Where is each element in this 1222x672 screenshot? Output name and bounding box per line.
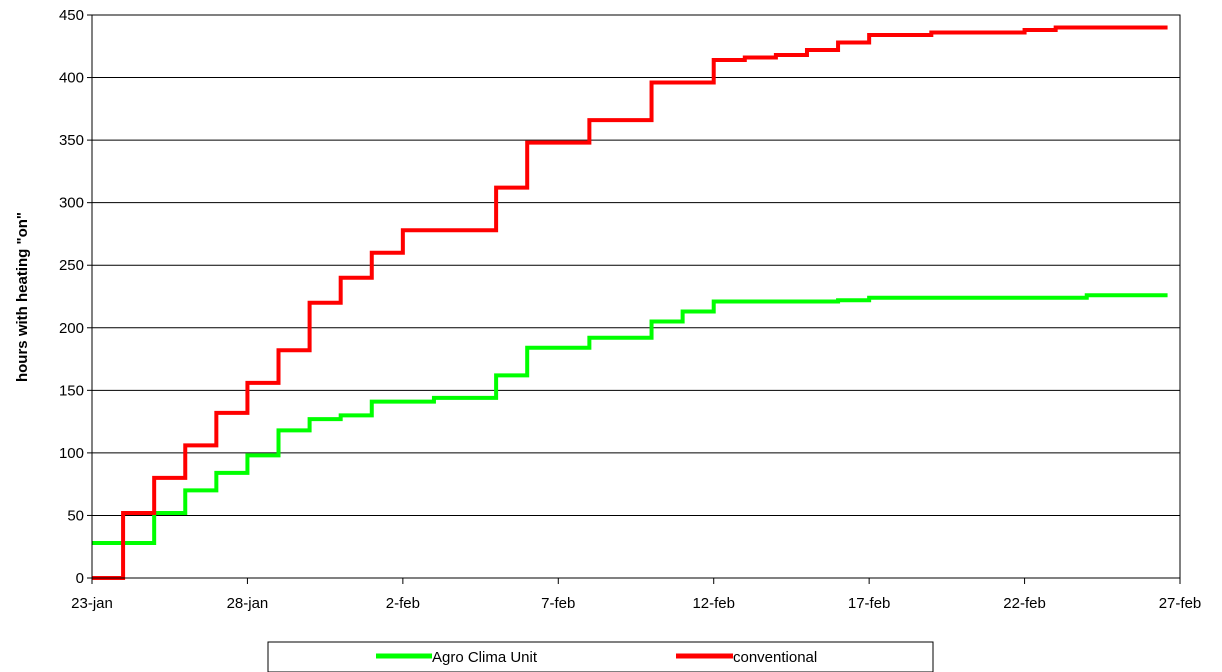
x-tick-label-2-feb: 2-feb [386,595,420,612]
legend-label-conventional: conventional [733,649,817,666]
axes [87,14,1181,584]
y-tick-label-50: 50 [67,507,84,524]
y-tick-label-400: 400 [59,70,84,87]
series-line-agro-clima-unit [92,293,1168,545]
legend: Agro Clima Unit conventional [267,641,934,672]
x-tick-label-17-feb: 17-feb [848,595,891,612]
series-lines [92,25,1168,580]
x-tick-label-23-jan: 23-jan [71,595,113,612]
legend-box [267,641,934,672]
y-axis-title: hours with heating "on" [14,212,31,382]
y-tick-labels: 0 50 100 150 200 250 300 350 400 450 [59,7,84,587]
x-tick-label-27-feb: 27-feb [1159,595,1202,612]
y-tick-label-0: 0 [76,570,84,587]
y-tick-label-150: 150 [59,382,84,399]
y-tick-label-200: 200 [59,320,84,337]
y-tick-label-250: 250 [59,257,84,274]
y-tick-label-100: 100 [59,445,84,462]
y-tick-label-450: 450 [59,7,84,24]
series-line-conventional [92,25,1168,580]
legend-label-agro-clima-unit: Agro Clima Unit [432,649,538,666]
x-tick-label-28-jan: 28-jan [227,595,269,612]
x-tick-label-12-feb: 12-feb [692,595,735,612]
y-tick-label-300: 300 [59,195,84,212]
x-tick-label-22-feb: 22-feb [1003,595,1046,612]
x-tick-label-7-feb: 7-feb [541,595,575,612]
horizontal-gridlines [92,77,1180,516]
x-tick-labels: 23-jan 28-jan 2-feb 7-feb 12-feb 17-feb 22-feb… [71,595,1201,612]
y-tick-label-350: 350 [59,132,84,149]
